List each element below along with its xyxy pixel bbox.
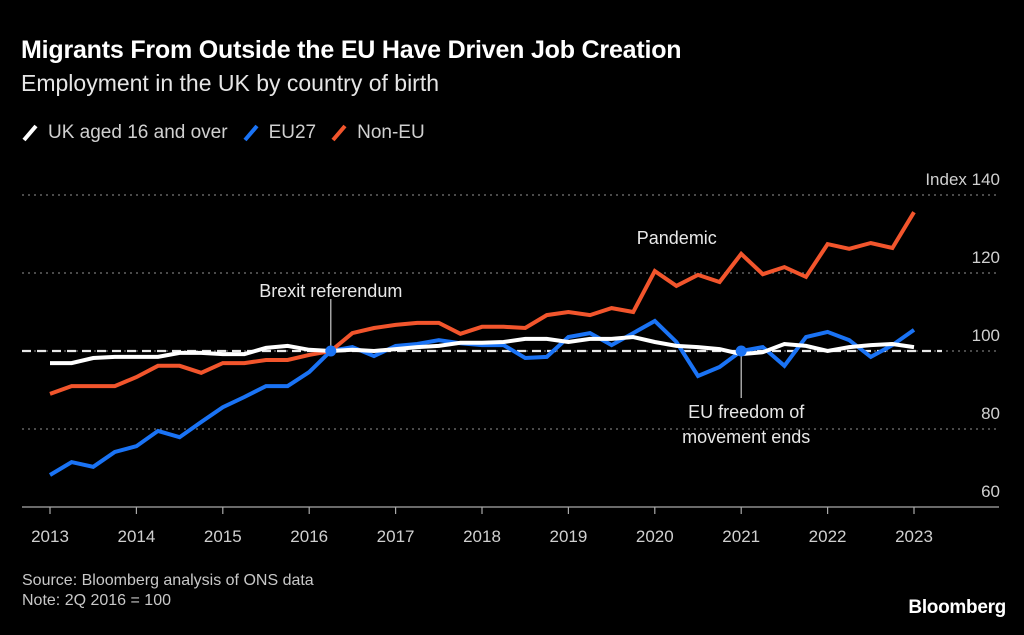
brexit-marker <box>325 345 337 357</box>
x-tick-label-2013: 2013 <box>31 527 69 546</box>
series-line-eu27 <box>48 318 916 477</box>
y-tick-label-100: 100 <box>972 326 1000 345</box>
annotation-leaders <box>330 299 742 398</box>
legend-swatch-non-eu <box>331 124 347 142</box>
eu-freedom-marker <box>735 345 747 357</box>
chart-title: Migrants From Outside the EU Have Driven… <box>21 36 682 64</box>
x-tick-label-2014: 2014 <box>117 527 155 546</box>
y-tick-label-80: 80 <box>981 404 1000 423</box>
x-tick-label-2019: 2019 <box>549 527 587 546</box>
legend-label-non-eu: Non-EU <box>357 122 425 143</box>
x-tick-label-2016: 2016 <box>290 527 328 546</box>
x-tick-label-2021: 2021 <box>722 527 760 546</box>
gridlines <box>22 194 1000 430</box>
annotation-pandemic: Pandemic <box>637 228 717 248</box>
annotation-eu-freedom-line-2: movement ends <box>682 427 810 447</box>
y-tick-label-120: 120 <box>972 248 1000 267</box>
legend-item-eu27: EU27 <box>242 122 317 144</box>
x-tick-label-2015: 2015 <box>204 527 242 546</box>
x-tick-label-2017: 2017 <box>377 527 415 546</box>
source-note: Source: Bloomberg analysis of ONS data N… <box>22 571 314 611</box>
legend-label-uk: UK aged 16 and over <box>48 122 228 143</box>
legend-item-non-eu: Non-EU <box>330 122 425 144</box>
y-tick-label-140: Index 140 <box>925 170 1000 189</box>
y-tick-label-60: 60 <box>981 482 1000 501</box>
x-tick-label-2020: 2020 <box>636 527 674 546</box>
annotations: Brexit referendum EU freedom of movement e… <box>259 228 810 447</box>
series-line-uk <box>50 334 915 366</box>
x-tick-label-2018: 2018 <box>463 527 501 546</box>
legend-label-eu27: EU27 <box>268 122 317 143</box>
annotation-eu-freedom-line-1: EU freedom of <box>688 402 805 422</box>
series-line-non-eu <box>49 211 916 396</box>
legend-swatch-uk <box>22 124 38 142</box>
x-axis: 2013 2014 2015 2016 2017 2018 2019 2020 2021 2022… <box>22 506 999 546</box>
bloomberg-logo: Bloomberg <box>908 597 1006 618</box>
source-text: Source: Bloomberg analysis of ONS data <box>22 572 314 589</box>
x-tick-label-2023: 2023 <box>895 527 933 546</box>
series-lines <box>48 211 916 477</box>
legend: UK aged 16 and over EU27 Non-EU <box>21 122 439 144</box>
annotation-markers <box>325 345 747 357</box>
x-tick-label-2022: 2022 <box>809 527 847 546</box>
chart-subtitle: Employment in the UK by country of birth <box>21 70 440 96</box>
y-axis-labels: 60 80 100 120 Index 140 <box>925 170 1000 501</box>
annotation-brexit-referendum: Brexit referendum <box>259 281 402 301</box>
legend-swatch-eu27 <box>243 124 259 142</box>
legend-item-uk: UK aged 16 and over <box>21 122 228 144</box>
note-text: Note: 2Q 2016 = 100 <box>22 592 171 609</box>
